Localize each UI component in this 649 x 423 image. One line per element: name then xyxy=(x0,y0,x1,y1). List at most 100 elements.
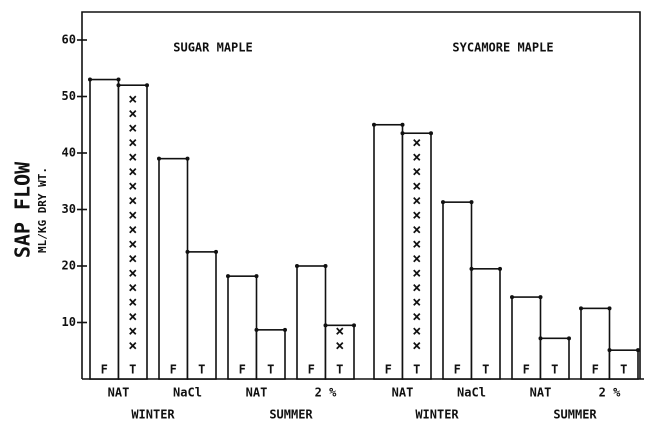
hatch-mark: × xyxy=(412,134,421,152)
bar-corner-dot xyxy=(607,306,612,311)
hatch-mark: × xyxy=(335,337,344,355)
bar-corner-dot xyxy=(295,264,299,268)
category-label: NaCl xyxy=(457,386,486,400)
hatch-mark: × xyxy=(128,279,137,297)
y-tick-label: 50 xyxy=(62,89,76,103)
season-label: SUMMER xyxy=(553,408,597,422)
bar-series-label: T xyxy=(267,363,274,377)
hatch-mark: × xyxy=(412,250,421,268)
bar-series-label: F xyxy=(385,363,392,377)
hatch-mark: × xyxy=(128,119,137,137)
bar xyxy=(401,132,432,380)
hatch-mark: × xyxy=(128,250,137,268)
bar-corner-dot xyxy=(400,122,405,127)
season-label: WINTER xyxy=(131,408,175,422)
bar xyxy=(470,268,501,380)
bar xyxy=(186,251,217,380)
bar xyxy=(373,123,404,380)
y-tick-label: 40 xyxy=(62,146,76,160)
bar-corner-dot xyxy=(352,323,356,328)
bar-corner-dot xyxy=(636,348,640,353)
bar xyxy=(608,349,639,380)
y-tick-label: 10 xyxy=(62,315,76,329)
bar xyxy=(324,324,355,380)
hatch-mark: × xyxy=(412,337,421,355)
hatch-mark: × xyxy=(412,221,421,239)
hatch-mark: × xyxy=(128,163,137,181)
category-label: NaCl xyxy=(173,386,202,400)
hatch-mark: × xyxy=(412,192,421,210)
bar-series-label: F xyxy=(592,363,599,377)
plot-frame xyxy=(81,11,641,379)
category-label: NAT xyxy=(530,386,552,400)
bar-series-label: T xyxy=(129,363,136,377)
category-label: NAT xyxy=(392,386,414,400)
bar-corner-dot xyxy=(400,131,405,136)
bar-corner-dot xyxy=(116,77,121,82)
hatch-mark: × xyxy=(412,264,421,282)
hatch-mark: × xyxy=(128,177,137,195)
season-label: SUMMER xyxy=(269,408,313,422)
hatch-mark: × xyxy=(128,308,137,326)
bar-corner-dot xyxy=(116,83,121,88)
bar-corner-dot xyxy=(254,274,259,279)
bar-corner-dot xyxy=(429,131,433,136)
bar-corner-dot xyxy=(214,249,218,254)
bar xyxy=(442,201,473,380)
bar-corner-dot xyxy=(469,200,474,205)
bar-series-label: F xyxy=(454,363,461,377)
bar-corner-dot xyxy=(185,249,190,254)
y-tick-label: 30 xyxy=(62,202,76,216)
y-axis-sublabel: ML/KG DRY WT. xyxy=(36,167,49,253)
hatch-mark: × xyxy=(412,308,421,326)
hatch-mark: × xyxy=(128,134,137,152)
hatch-mark: × xyxy=(128,90,137,108)
bar-series-label: T xyxy=(198,363,205,377)
bar-corner-dot xyxy=(607,348,612,353)
bar-series-label: F xyxy=(101,363,108,377)
bar-corner-dot xyxy=(538,336,543,341)
bar xyxy=(158,157,189,380)
hatch-mark: × xyxy=(128,105,137,123)
bar-series-label: T xyxy=(336,363,343,377)
hatch-mark: × xyxy=(412,206,421,224)
panel-title: SYCAMORE MAPLE xyxy=(452,41,553,55)
hatch-mark: × xyxy=(128,322,137,340)
bar-series-label: F xyxy=(239,363,246,377)
hatch-mark: × xyxy=(128,206,137,224)
bar xyxy=(117,84,148,380)
hatch-mark: × xyxy=(128,221,137,239)
hatch-mark: × xyxy=(412,177,421,195)
hatch-mark: × xyxy=(335,322,344,340)
y-tick-label: 20 xyxy=(62,259,76,273)
bar-corner-dot xyxy=(88,77,92,82)
bar-series-label: T xyxy=(482,363,489,377)
bar-corner-dot xyxy=(441,200,445,205)
season-label: WINTER xyxy=(415,408,459,422)
hatch-mark: × xyxy=(412,322,421,340)
hatch-mark: × xyxy=(128,337,137,355)
hatch-mark: × xyxy=(128,235,137,253)
bar-series-label: T xyxy=(413,363,420,377)
bar-series-label: F xyxy=(308,363,315,377)
hatch-mark: × xyxy=(128,148,137,166)
hatch-mark: × xyxy=(128,293,137,311)
bar-corner-dot xyxy=(185,156,190,161)
y-tick-label: 60 xyxy=(62,33,76,47)
hatch-mark: × xyxy=(412,235,421,253)
bar-corner-dot xyxy=(157,156,161,161)
bar-corner-dot xyxy=(372,122,376,127)
bar-corner-dot xyxy=(498,266,502,271)
bar xyxy=(511,296,542,380)
category-label: 2 % xyxy=(599,386,621,400)
category-label: NAT xyxy=(108,386,130,400)
bar xyxy=(255,329,286,380)
bar-corner-dot xyxy=(283,327,287,332)
y-axis-label: SAP FLOW xyxy=(11,161,35,258)
bar-corner-dot xyxy=(510,295,514,300)
bar-corner-dot xyxy=(323,323,328,328)
bar-corner-dot xyxy=(226,274,230,279)
bar xyxy=(89,78,120,380)
category-label: 2 % xyxy=(315,386,337,400)
